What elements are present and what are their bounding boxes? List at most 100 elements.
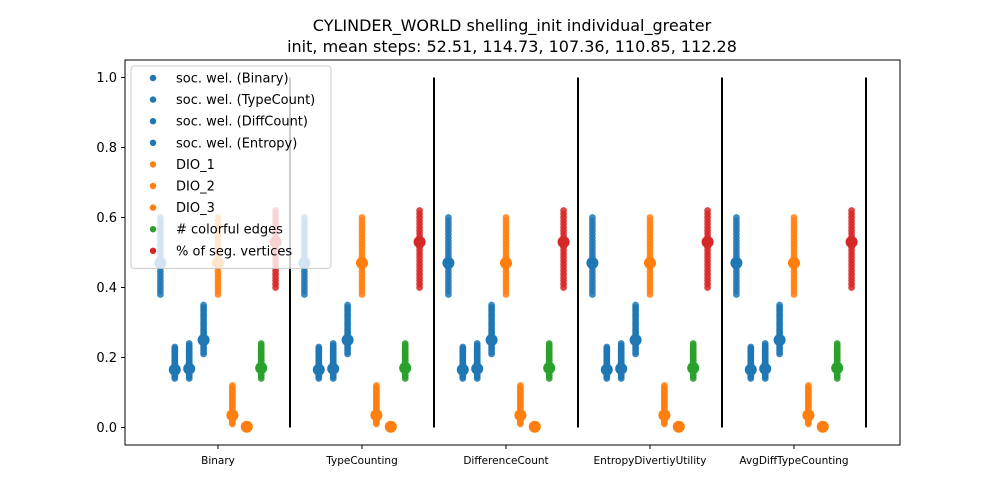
data-point [761,340,769,347]
mean-point [471,362,484,375]
mean-point [413,236,426,248]
mean-point [687,362,700,374]
legend-marker [149,139,157,146]
mean-point [816,420,829,433]
y-tick-label: 1.0 [96,71,117,86]
mean-point [456,363,469,376]
mean-point [557,236,570,248]
mean-point [183,362,196,375]
legend-marker [149,204,157,211]
data-point [805,382,812,389]
mean-point [600,363,613,376]
chart-title: CYLINDER_WORLD shelling_init individual_… [313,16,712,36]
legend-marker [149,161,157,168]
x-axis: Binary TypeCounting DifferenceCount Entropy… [201,445,849,467]
data-point [632,301,639,309]
plot-frame [124,59,901,446]
legend-label: DIO_1 [176,158,215,173]
data-point [848,207,855,214]
mean-point [586,257,599,269]
data-point [833,340,841,347]
y-axis: 0.0 0.2 0.4 0.6 0.8 1.0 [96,71,125,436]
mean-point [356,257,368,269]
mean-point [831,362,844,374]
mean-point [442,257,455,269]
legend-label: soc. wel. (Entropy) [176,136,297,151]
x-tick-label: Binary [201,455,235,467]
data-point [200,301,208,309]
data-point [733,214,740,221]
mean-point [788,257,800,269]
data-point [473,340,481,347]
separators [289,77,867,428]
mean-point [500,257,512,269]
legend-label: soc. wel. (Binary) [176,72,289,87]
mean-point [399,362,412,374]
data-point [358,214,366,221]
data-point [401,340,409,347]
data-point [661,382,668,389]
data-point [589,214,596,221]
data-point [185,340,193,347]
mean-point [802,409,815,422]
data-point [747,343,755,351]
legend-marker [149,74,157,82]
mean-point [226,409,239,422]
legend-label: DIO_2 [176,180,215,195]
mean-point [744,363,757,376]
data-point [776,301,783,309]
data-point [459,343,467,351]
y-tick-label: 0.4 [96,281,117,296]
mean-point [485,334,498,346]
legend-marker [149,226,157,233]
legend-label: soc. wel. (DiffCount) [176,115,308,130]
data-point [603,343,611,351]
x-tick-label: AvgDiffTypeCounting [739,455,848,467]
mean-point [384,420,397,433]
mean-point [528,420,541,433]
data-point [560,207,567,214]
data-point [315,343,323,351]
mean-point [327,362,340,375]
mean-point [644,257,656,269]
data-point [416,207,423,214]
mean-point [773,334,786,346]
mean-point [341,334,354,346]
data-point [488,301,495,309]
mean-point [629,334,642,346]
data-point [329,340,337,347]
mean-point [845,236,858,248]
mean-point [615,362,628,375]
mean-point [759,362,772,375]
data-point [257,340,265,347]
y-tick-label: 0.6 [96,211,117,226]
mean-point [197,334,210,346]
legend-marker [149,182,157,190]
legend-label: soc. wel. (TypeCount) [176,93,315,108]
data-point [344,301,351,309]
legend-marker [149,247,157,254]
mean-point [240,420,253,433]
data-point [689,340,697,347]
data-point [704,207,711,214]
legend-label: DIO_3 [176,201,215,216]
legend-box [130,65,332,269]
mean-point [255,362,268,374]
legend-marker [149,118,157,125]
chart-subtitle: init, mean steps: 52.51, 114.73, 107.36,… [287,37,737,56]
mean-point [370,409,383,422]
mean-point [672,420,685,433]
y-tick-label: 0.2 [96,351,117,366]
data-point [171,343,179,351]
data-point [646,214,654,221]
data-point [445,214,452,221]
mean-point [543,362,556,374]
mean-point [658,409,671,422]
data-point [545,340,553,347]
mean-point [312,363,325,376]
data-point [517,382,524,389]
data-point [229,382,236,389]
data-point [790,214,798,221]
mean-point [701,236,714,248]
